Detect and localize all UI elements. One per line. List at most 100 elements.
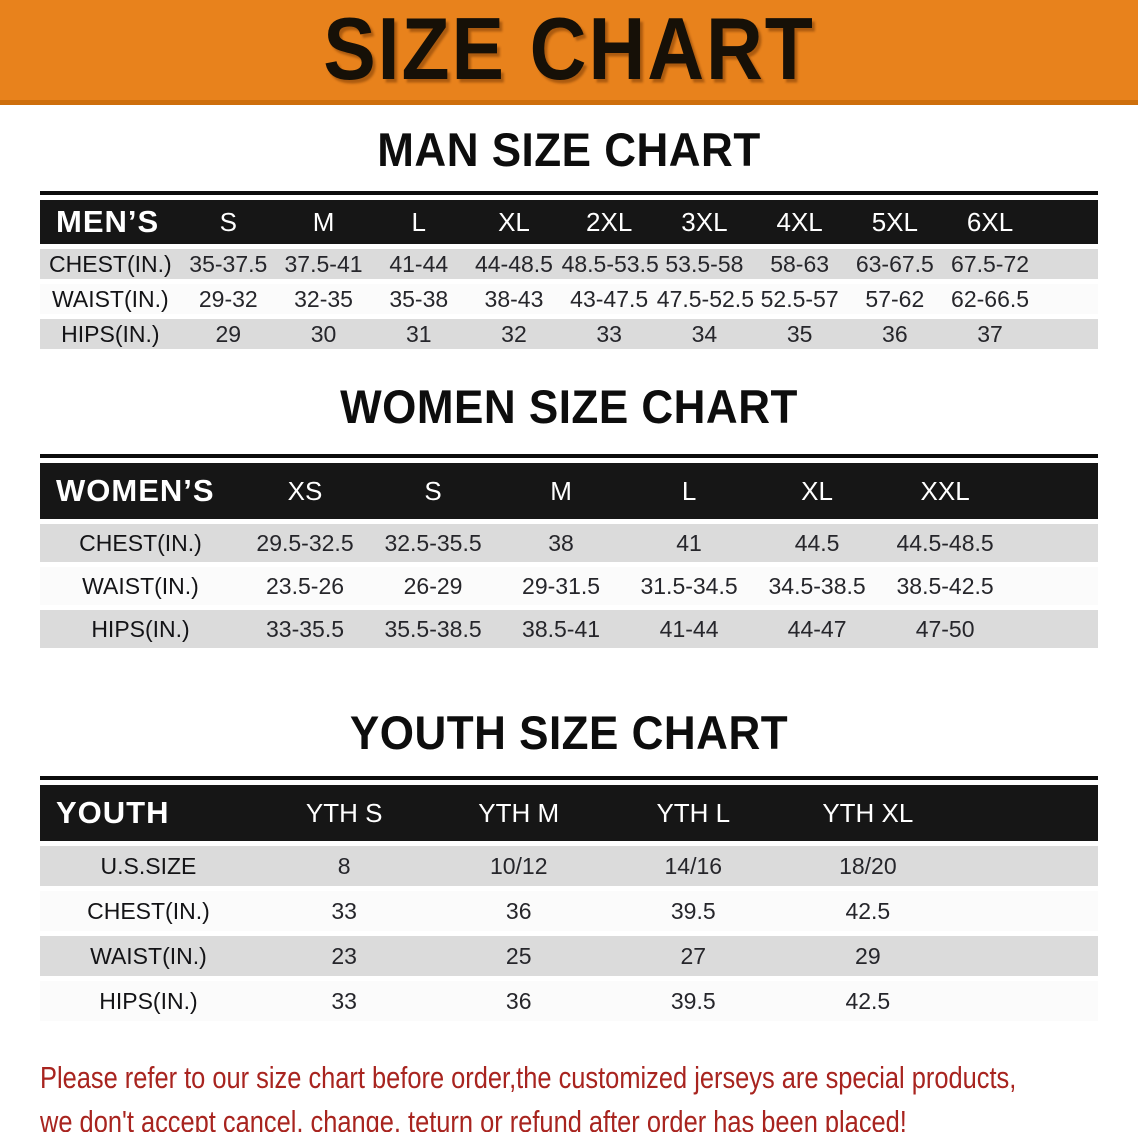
youth-section-heading: YOUTH SIZE CHART — [0, 708, 1138, 760]
cell: 41-44 — [389, 250, 449, 277]
table-top-rule — [40, 191, 1098, 195]
cell: 41-44 — [659, 615, 719, 642]
cell: 27 — [680, 942, 707, 969]
table-row: HIPS(IN.) 29 30 31 32 33 34 35 36 37 — [40, 319, 1098, 349]
table-row: WAIST(IN.) 23 25 27 29 — [40, 936, 1098, 976]
cell: 35 — [786, 320, 813, 347]
cell: 39.5 — [670, 987, 716, 1014]
cell: 42.5 — [845, 897, 891, 924]
cell: 47.5-52.5 — [656, 285, 754, 312]
cell: 35.5-38.5 — [384, 615, 482, 642]
women-col-header: XL — [801, 475, 833, 506]
cell: 37.5-41 — [284, 250, 363, 277]
cell: 29 — [855, 942, 881, 969]
men-col-header: 4XL — [776, 206, 823, 237]
filler-cell — [1009, 610, 1098, 648]
cell: 29 — [215, 320, 242, 347]
cell: 29-32 — [198, 285, 258, 312]
cell: 36 — [505, 987, 532, 1014]
men-section-heading: MAN SIZE CHART — [0, 125, 1138, 177]
youth-header-row: YOUTH YTH S YTH M YTH L YTH XL — [40, 785, 1098, 841]
youth-col-header: YTH M — [478, 797, 560, 828]
cell: 52.5-57 — [760, 285, 839, 312]
row-label: WAIST(IN.) — [52, 285, 169, 312]
filler-cell — [955, 846, 1098, 886]
row-label: CHEST(IN.) — [49, 250, 172, 277]
filler-cell — [955, 785, 1098, 841]
order-notice-line-1: Please refer to our size chart before or… — [40, 1060, 1017, 1095]
cell: 42.5 — [845, 987, 891, 1014]
order-notice-line-2: we don't accept cancel, change, teturn o… — [40, 1104, 907, 1132]
women-section-heading-text: WOMEN SIZE CHART — [340, 381, 798, 434]
row-label: CHEST(IN.) — [87, 897, 210, 924]
youth-size-table: YOUTH YTH S YTH M YTH L YTH XL U.S.SIZE … — [40, 776, 1098, 1026]
filler-cell — [1038, 319, 1098, 349]
cell: 44-47 — [787, 615, 847, 642]
cell: 8 — [337, 852, 351, 879]
banner-title: SIZE CHART — [323, 0, 815, 99]
women-col-header: XS — [287, 475, 323, 506]
cell: 34.5-38.5 — [768, 572, 866, 599]
youth-col-header: YTH S — [305, 797, 383, 828]
men-col-header: 2XL — [586, 206, 633, 237]
women-col-header: L — [681, 475, 697, 506]
women-col-header: S — [424, 475, 442, 506]
cell: 29.5-32.5 — [256, 529, 354, 556]
filler-cell — [1038, 284, 1098, 314]
women-size-table: WOMEN’S XS S M L XL XXL CHEST(IN.) 29.5-… — [40, 454, 1098, 653]
row-label: WAIST(IN.) — [82, 572, 199, 599]
row-label: U.S.SIZE — [100, 852, 197, 879]
filler-cell — [1009, 567, 1098, 605]
cell: 35-37.5 — [189, 250, 268, 277]
men-size-table: MEN’S S M L XL 2XL 3XL 4XL 5XL 6XL CHEST… — [40, 191, 1098, 354]
row-label: CHEST(IN.) — [79, 529, 202, 556]
filler-cell — [955, 936, 1098, 976]
cell: 44-48.5 — [474, 250, 553, 277]
table-row: WAIST(IN.) 23.5-26 26-29 29-31.5 31.5-34… — [40, 567, 1098, 605]
filler-cell — [1009, 524, 1098, 562]
filler-cell — [1009, 463, 1098, 519]
table-row: HIPS(IN.) 33 36 39.5 42.5 — [40, 981, 1098, 1021]
cell: 33 — [596, 320, 622, 347]
row-label: WAIST(IN.) — [90, 942, 207, 969]
cell: 33 — [331, 987, 357, 1014]
cell: 35-38 — [389, 285, 449, 312]
table-row: WAIST(IN.) 29-32 32-35 35-38 38-43 43-47… — [40, 284, 1098, 314]
cell: 30 — [310, 320, 337, 347]
table-row: HIPS(IN.) 33-35.5 35.5-38.5 38.5-41 41-4… — [40, 610, 1098, 648]
cell: 34 — [691, 320, 718, 347]
order-notice: Please refer to our size chart before or… — [40, 1056, 1098, 1132]
cell: 39.5 — [670, 897, 716, 924]
men-col-header: 6XL — [966, 206, 1014, 237]
cell: 29-31.5 — [522, 572, 601, 599]
table-row: CHEST(IN.) 33 36 39.5 42.5 — [40, 891, 1098, 931]
cell: 38 — [548, 529, 574, 556]
cell: 33-35.5 — [266, 615, 345, 642]
women-header-row: WOMEN’S XS S M L XL XXL — [40, 463, 1098, 519]
size-chart-banner: SIZE CHART — [0, 0, 1138, 105]
cell: 62-66.5 — [951, 285, 1030, 312]
cell: 36 — [505, 897, 532, 924]
cell: 10/12 — [489, 852, 548, 879]
men-col-header: M — [312, 206, 335, 237]
row-label: HIPS(IN.) — [91, 615, 190, 642]
cell: 31.5-34.5 — [640, 572, 738, 599]
cell: 31 — [405, 320, 432, 347]
filler-cell — [955, 891, 1098, 931]
cell: 38.5-41 — [522, 615, 601, 642]
cell: 33 — [331, 897, 357, 924]
cell: 23.5-26 — [266, 572, 345, 599]
men-col-header: XL — [498, 206, 530, 237]
cell: 38-43 — [484, 285, 544, 312]
cell: 36 — [882, 320, 908, 347]
table-row: U.S.SIZE 8 10/12 14/16 18/20 — [40, 846, 1098, 886]
cell: 25 — [505, 942, 532, 969]
women-section-heading: WOMEN SIZE CHART — [0, 381, 1138, 434]
cell: 44.5-48.5 — [896, 529, 994, 556]
youth-col-header: YTH L — [656, 797, 731, 828]
youth-col-header: YTH XL — [822, 797, 914, 828]
cell: 67.5-72 — [951, 250, 1030, 277]
cell: 32-35 — [294, 285, 353, 312]
cell: 41 — [676, 529, 702, 556]
men-header-row: MEN’S S M L XL 2XL 3XL 4XL 5XL 6XL — [40, 200, 1098, 244]
